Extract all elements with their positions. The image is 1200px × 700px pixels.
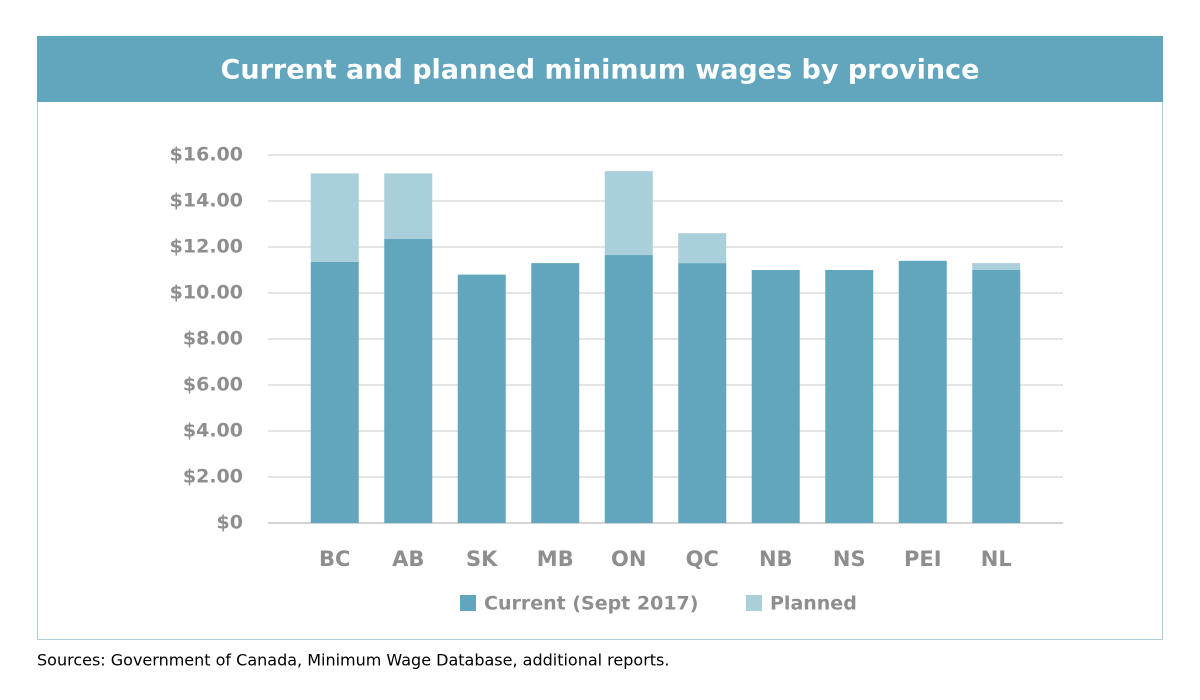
y-tick-label: $6.00 xyxy=(183,374,243,396)
y-tick-label: $16.00 xyxy=(170,144,243,166)
bar-segment xyxy=(310,261,359,523)
legend-label: Current (Sept 2017) xyxy=(484,593,698,615)
x-tick-label: MB xyxy=(537,547,574,571)
x-tick-label: NL xyxy=(981,547,1012,571)
bar-segment xyxy=(678,233,727,264)
bar-segment xyxy=(457,274,506,523)
bar-segment xyxy=(384,238,433,523)
legend-swatch xyxy=(746,595,762,611)
x-tick-label: PEI xyxy=(904,547,942,571)
bar-segment xyxy=(384,173,433,239)
x-tick-label: ON xyxy=(611,547,646,571)
source-note: Sources: Government of Canada, Minimum W… xyxy=(37,651,669,670)
bar-segment xyxy=(310,173,359,262)
bar-segment xyxy=(604,255,653,524)
x-tick-label: BC xyxy=(319,547,350,571)
x-tick-label: SK xyxy=(466,547,498,571)
y-tick-label: $14.00 xyxy=(170,190,243,212)
y-tick-label: $0 xyxy=(217,512,243,534)
bar-segment xyxy=(972,263,1021,270)
y-tick-label: $12.00 xyxy=(170,236,243,258)
bar-segment xyxy=(751,270,800,523)
bar-segment xyxy=(678,263,727,523)
chart-title: Current and planned minimum wages by pro… xyxy=(221,55,980,86)
bar-segment xyxy=(604,171,653,256)
legend-label: Planned xyxy=(770,593,857,615)
x-tick-label: QC xyxy=(686,547,719,571)
x-tick-label: AB xyxy=(392,547,424,571)
bar-segment xyxy=(898,260,947,523)
y-tick-label: $10.00 xyxy=(170,282,243,304)
y-tick-label: $8.00 xyxy=(183,328,243,350)
y-tick-label: $2.00 xyxy=(183,466,243,488)
x-tick-label: NB xyxy=(759,547,793,571)
y-tick-label: $4.00 xyxy=(183,420,243,442)
legend-swatch xyxy=(460,595,476,611)
bar-segment xyxy=(972,270,1021,523)
header-band xyxy=(37,36,1163,102)
bar-segment xyxy=(531,263,580,523)
x-tick-label: NS xyxy=(833,547,866,571)
bar-segment xyxy=(825,270,874,523)
